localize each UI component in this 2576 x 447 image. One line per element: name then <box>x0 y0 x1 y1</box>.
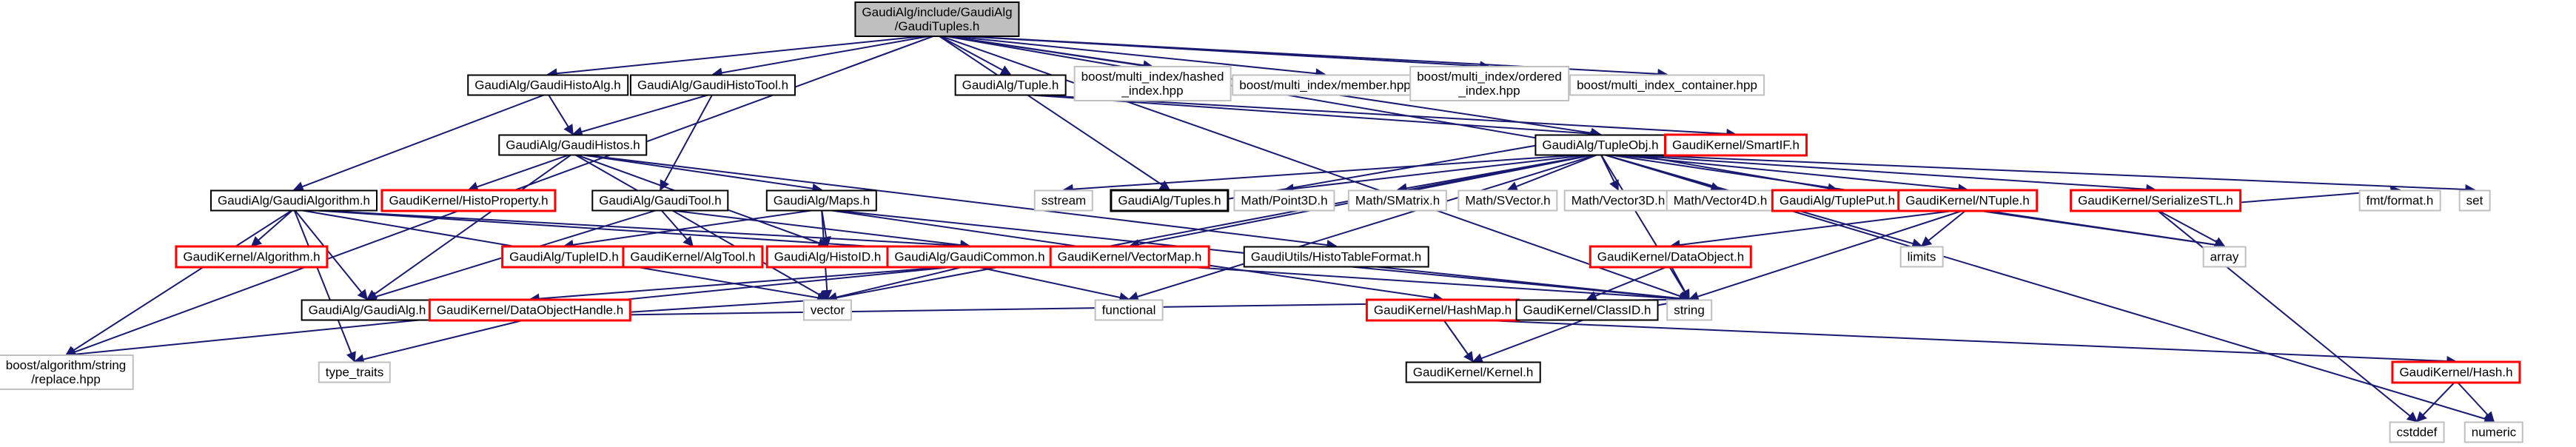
edge-histoalg-gaudihistos <box>547 93 574 135</box>
node-serializestl[interactable]: GaudiKernel/SerializeSTL.h <box>2070 189 2241 212</box>
edge-serializestl-cstddef <box>2155 208 2418 423</box>
node-tuple[interactable]: GaudiAlg/Tuple.h <box>954 74 1067 96</box>
node-hash[interactable]: GaudiKernel/Hash.h <box>2391 360 2521 384</box>
edge-ntuple-array <box>1967 208 2226 250</box>
node-classid[interactable]: GaudiKernel/ClassID.h <box>1515 299 1659 321</box>
edge-gaudialgorithm-gaudialg <box>293 208 368 300</box>
edge-tupleobj-sstream <box>1062 152 1601 195</box>
edge-root-member <box>936 34 1326 79</box>
edge-histotool-gaudihistos <box>571 93 714 137</box>
edge-tupleobj-set <box>1600 152 2476 195</box>
edge-root-tuple <box>936 34 1012 75</box>
edge-maps-tupleid <box>563 208 822 250</box>
edge-gauditool-algtool <box>660 208 694 247</box>
edge-tupleobj-vector <box>826 152 1601 303</box>
node-functional: functional <box>1094 299 1164 321</box>
node-string: string <box>1666 299 1712 321</box>
node-gauditool[interactable]: GaudiAlg/GaudiTool.h <box>591 189 729 212</box>
node-gaudihistos[interactable]: GaudiAlg/GaudiHistos.h <box>498 134 648 156</box>
node-kernel[interactable]: GaudiKernel/Kernel.h <box>1405 361 1541 383</box>
edge-root-tupleput <box>936 34 1839 194</box>
node-array: array <box>2202 246 2247 268</box>
edge-gaudialgorithm-typetraits <box>293 209 356 363</box>
node-vector3d: Math/Vector3D.h <box>1563 189 1673 212</box>
edge-ntuple-limits <box>1920 208 1968 247</box>
edge-gaudihistos-maps <box>572 152 823 194</box>
node-algtool[interactable]: GaudiKernel/AlgTool.h <box>622 245 764 269</box>
edge-tupleobj-string <box>1600 152 1690 300</box>
edge-hashmap-hash <box>1442 317 2458 366</box>
node-hashed: boost/multi_index/hashed _index.hpp <box>1073 66 1232 101</box>
edge-gaudicommon-functional <box>969 264 1130 303</box>
node-algorithm[interactable]: GaudiKernel/Algorithm.h <box>175 245 329 269</box>
edge-classid-kernel <box>1472 317 1588 363</box>
node-histoid[interactable]: GaudiAlg/HistoID.h <box>765 245 890 269</box>
node-cstddef: cstddef <box>2389 421 2445 443</box>
edge-serializestl-array <box>2155 208 2226 247</box>
node-gaudialg[interactable]: GaudiAlg/GaudiAlg.h <box>301 299 434 321</box>
edge-root-histoalg <box>546 34 938 79</box>
node-numeric: numeric <box>2463 421 2524 443</box>
edge-ntuple-string <box>1688 208 1968 302</box>
edge-gaudialgorithm-gaudicommon <box>293 208 971 251</box>
node-histoalg[interactable]: GaudiAlg/GaudiHistoAlg.h <box>467 74 628 96</box>
node-smartif[interactable]: GaudiKernel/SmartIF.h <box>1664 133 1808 157</box>
node-replace: boost/algorithm/string /replace.hpp <box>0 354 134 390</box>
node-ordered: boost/multi_index/ordered _index.hpp <box>1409 66 1569 101</box>
node-tuples[interactable]: GaudiAlg/Tuples.h <box>1110 189 1230 212</box>
edge-gaudialgorithm-algorithm <box>250 208 295 247</box>
edge-tupleobj-ntuple <box>1600 152 1969 195</box>
edge-hashmap-kernel <box>1442 317 1474 363</box>
node-container: boost/multi_index_container.hpp <box>1569 74 1765 96</box>
node-tupleobj[interactable]: GaudiAlg/TupleObj.h <box>1534 134 1666 156</box>
node-vector: vector <box>802 299 853 321</box>
node-typetraits: type_traits <box>318 361 392 383</box>
edge-root-tuples <box>936 34 1171 191</box>
node-vectormap[interactable]: GaudiKernel/VectorMap.h <box>1049 245 1210 269</box>
edge-histotool-gauditool <box>660 93 714 191</box>
edge-gaudicommon-vector <box>826 264 970 303</box>
edge-dataobjecthandle-typetraits <box>353 317 531 365</box>
edge-tupleobj-point3d <box>1283 152 1601 195</box>
node-smatrix: Math/SMatrix.h <box>1347 189 1448 212</box>
node-member: boost/multi_index/member.hpp <box>1232 74 1418 96</box>
node-ntuple[interactable]: GaudiKernel/NTuple.h <box>1897 189 2038 212</box>
node-histoproperty[interactable]: GaudiKernel/HistoProperty.h <box>380 189 557 212</box>
node-root[interactable]: GaudiAlg/include/GaudiAlg /GaudiTuples.h <box>854 1 1020 37</box>
node-sstream: sstream <box>1033 189 1094 212</box>
edge-dataobject-classid <box>1586 264 1671 301</box>
node-svector: Math/SVector.h <box>1458 189 1558 212</box>
edge-tupleobj-svector <box>1506 152 1601 192</box>
node-maps[interactable]: GaudiAlg/Maps.h <box>765 189 878 212</box>
edge-hash-cstddef <box>2416 380 2457 423</box>
edge-ntuple-dataobject <box>1669 208 1968 250</box>
edge-gaudihistos-histoproperty <box>467 152 574 192</box>
edge-histotableformat-string <box>1335 264 1691 304</box>
node-histotableformat[interactable]: GaudiUtils/HistoTableFormat.h <box>1243 246 1429 268</box>
edge-tupleobj-serializestl <box>1600 152 2157 195</box>
edge-gaudihistos-gaudialg <box>366 152 574 300</box>
node-dataobjecthandle[interactable]: GaudiKernel/DataObjectHandle.h <box>428 298 632 322</box>
node-point3d: Math/Point3D.h <box>1233 189 1335 212</box>
edge-tupleobj-functional <box>1127 152 1601 302</box>
edge-root-histotool <box>711 34 938 78</box>
node-gaudialgorithm[interactable]: GaudiAlg/GaudiAlgorithm.h <box>209 189 378 212</box>
node-fmt: fmt/format.h <box>2358 189 2441 212</box>
node-histotool[interactable]: GaudiAlg/GaudiHistoTool.h <box>629 74 796 96</box>
node-hashmap[interactable]: GaudiKernel/HashMap.h <box>1365 298 1520 322</box>
node-gaudicommon[interactable]: GaudiAlg/GaudiCommon.h <box>886 245 1053 269</box>
node-set: set <box>2458 189 2491 212</box>
edge-gauditool-gaudicommon <box>660 208 971 250</box>
edge-histoalg-gaudialgorithm <box>292 93 549 192</box>
edge-gaudialgorithm-replace <box>64 208 295 356</box>
node-vector4d: Math/Vector4D.h <box>1666 189 1775 212</box>
edge-hash-numeric <box>2455 380 2495 423</box>
node-limits: limits <box>1899 246 1944 268</box>
node-tupleid[interactable]: GaudiAlg/TupleID.h <box>501 245 627 269</box>
edge-gaudicommon-dataobjecthandle <box>529 264 970 304</box>
node-tupleput[interactable]: GaudiAlg/TuplePut.h <box>1771 189 1904 212</box>
node-dataobject[interactable]: GaudiKernel/DataObject.h <box>1589 245 1753 269</box>
